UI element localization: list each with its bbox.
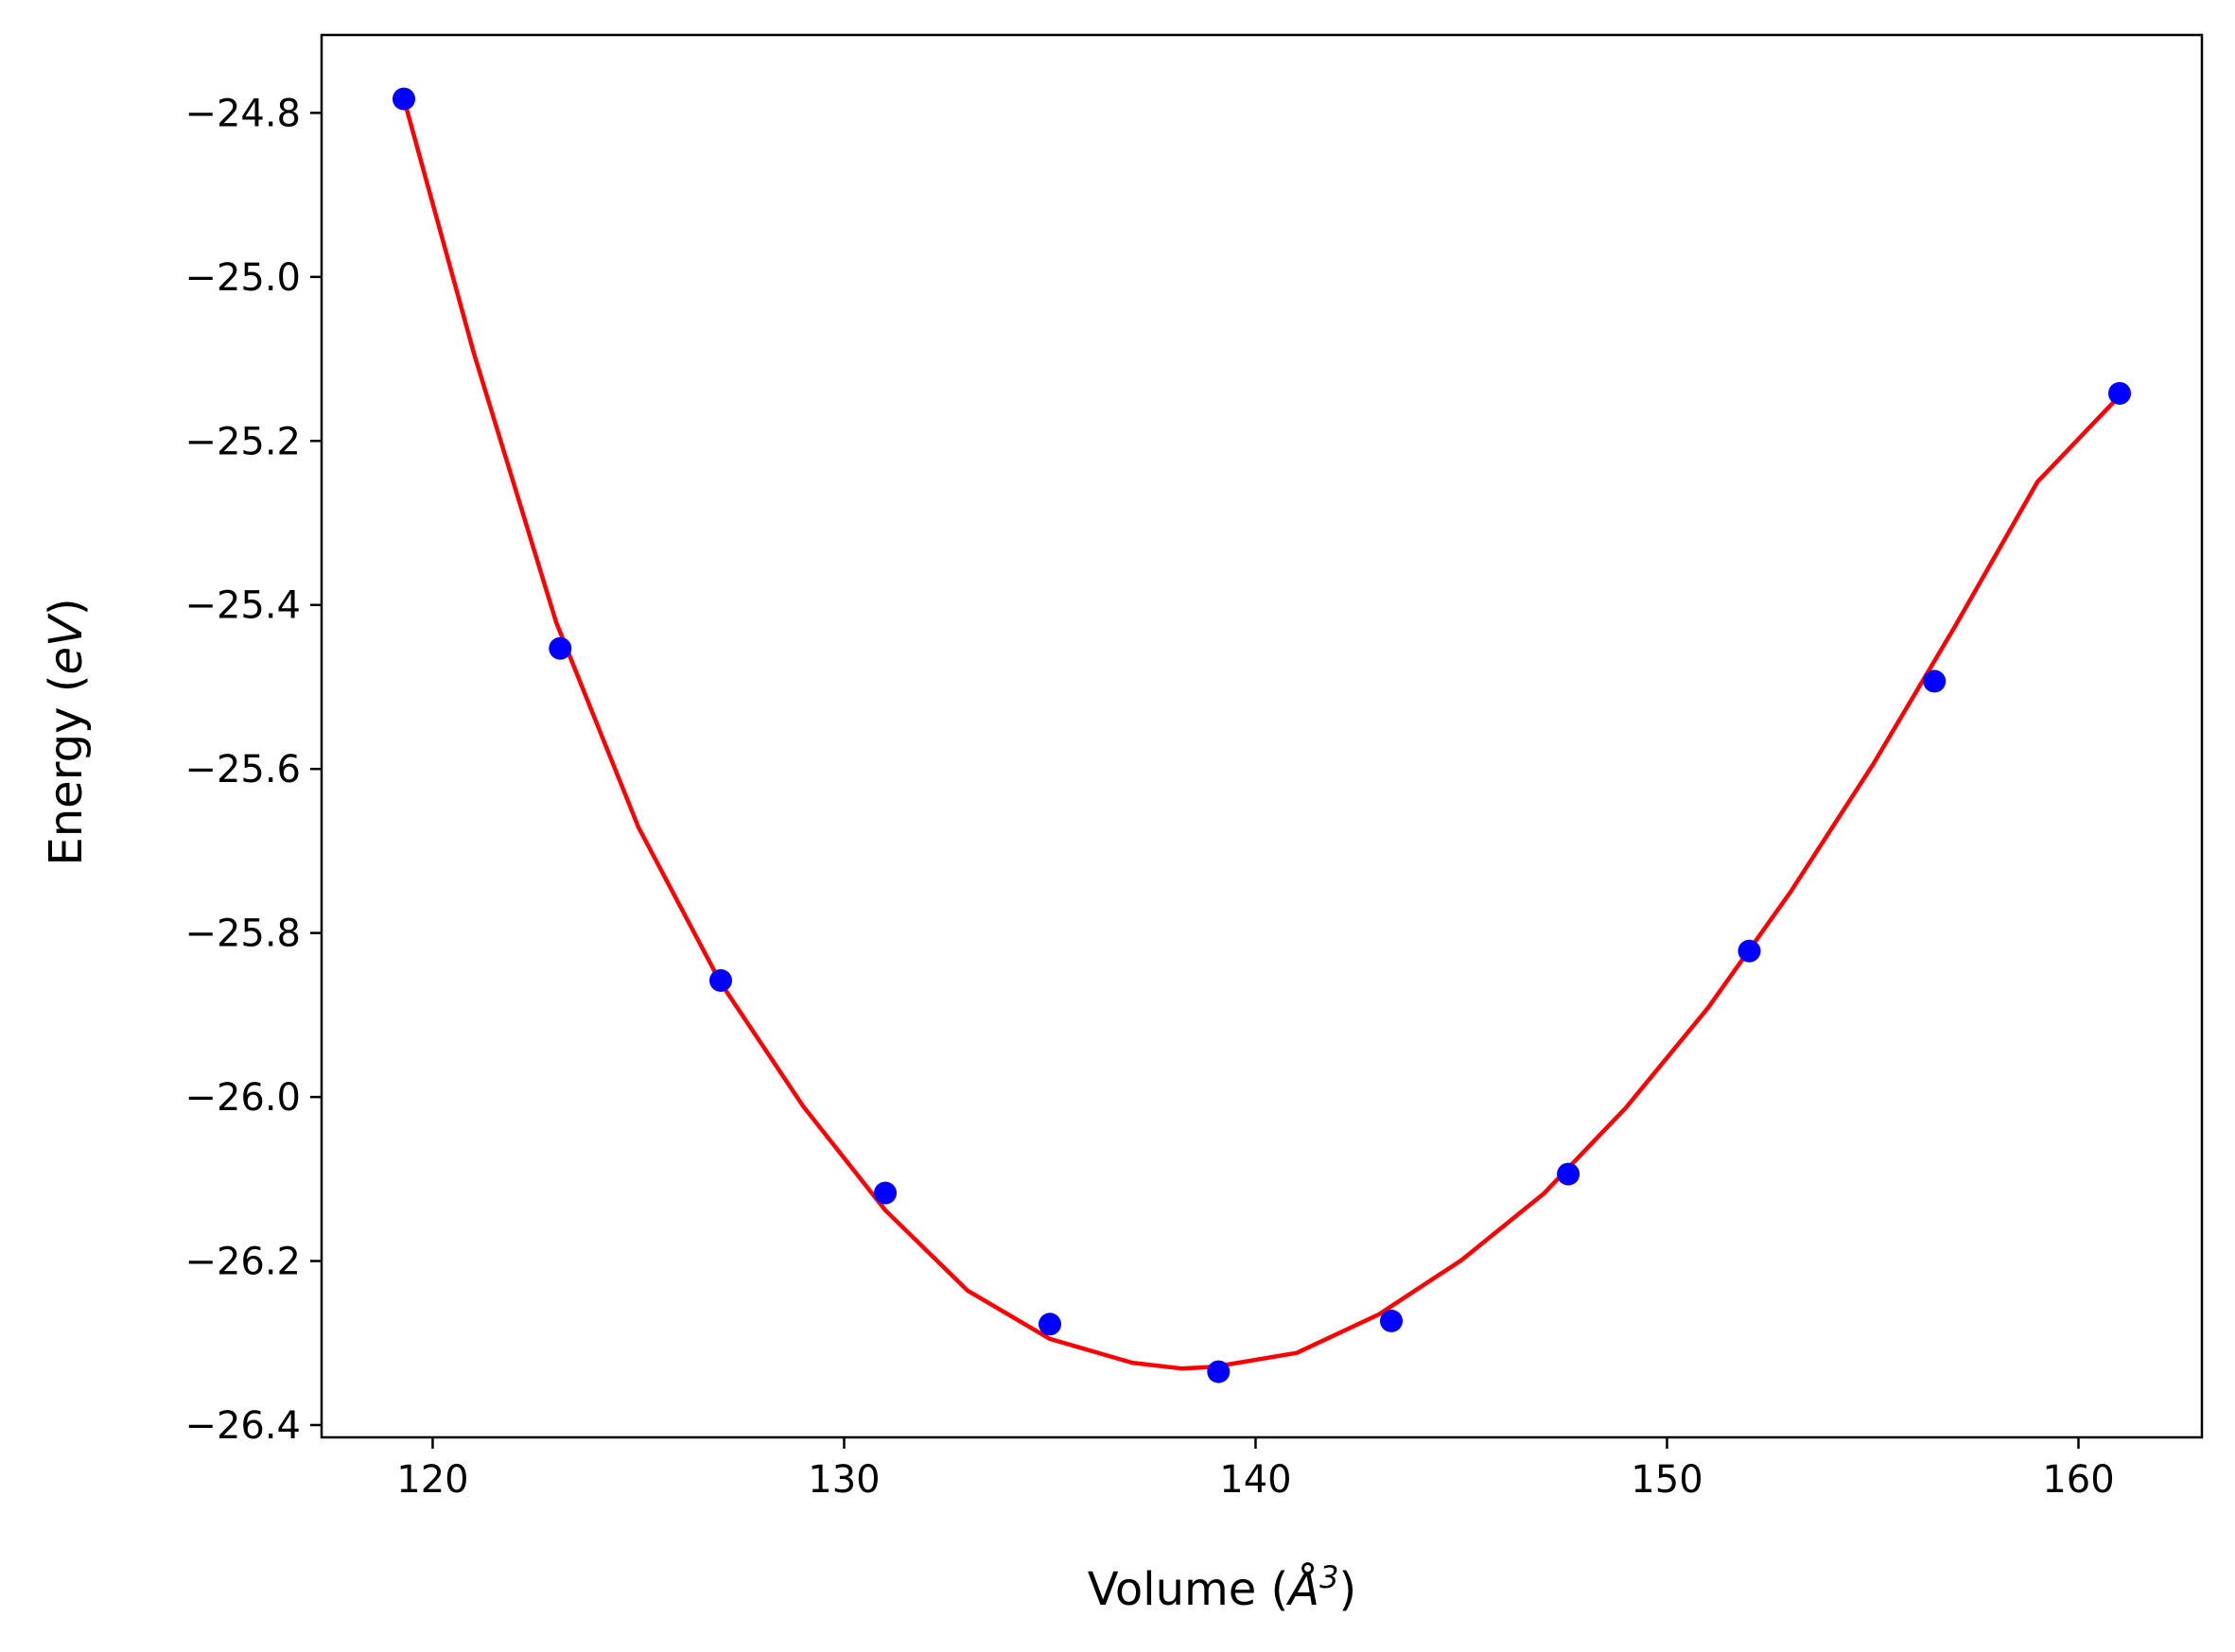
y-tick-label: −26.4	[184, 1404, 301, 1448]
data-point	[393, 87, 415, 111]
x-axis-label: Volume (Å3)	[1088, 1559, 1356, 1616]
x-axis-label-symbol: Å	[1285, 1562, 1319, 1616]
axes-frame	[320, 33, 2204, 1439]
data-point	[1039, 1313, 1061, 1336]
data-point	[1557, 1162, 1580, 1186]
data-point	[874, 1181, 897, 1205]
x-tick-label: 160	[2042, 1458, 2114, 1502]
x-tick-label: 150	[1631, 1458, 1702, 1502]
data-point	[549, 636, 572, 660]
x-tick-label: 130	[808, 1458, 880, 1502]
y-tick-label: −25.2	[184, 420, 301, 463]
y-axis-label-prefix: Energy (	[40, 675, 93, 866]
data-point	[2108, 382, 2131, 405]
x-axis-label-suffix: )	[1338, 1563, 1356, 1616]
y-tick-label: −25.4	[184, 584, 301, 628]
plot-area: 120 130 140 150 160 −24.8 −25.0 −25.2 −25.4 −25.6…	[184, 33, 2204, 1502]
y-tick-label: −24.8	[184, 92, 301, 135]
data-point	[1380, 1309, 1403, 1332]
data-point	[1737, 939, 1761, 963]
x-tick-label: 120	[396, 1458, 468, 1502]
y-axis-label-suffix: )	[40, 598, 93, 616]
y-tick-label: −26.0	[184, 1076, 301, 1120]
x-tick-label: 140	[1219, 1458, 1291, 1502]
x-axis-label-exponent: 3	[1319, 1559, 1338, 1595]
x-axis-label-prefix: Volume (	[1088, 1563, 1289, 1616]
y-tick-label: −25.8	[184, 913, 301, 956]
data-point	[709, 968, 732, 992]
data-point	[1923, 669, 1947, 693]
y-axis-label: Energy (eV)	[40, 598, 93, 865]
y-tick-label: −25.0	[184, 256, 301, 300]
y-axis-label-unit: eV	[40, 613, 93, 675]
y-tick-label: −25.6	[184, 748, 301, 791]
y-tick-label: −26.2	[184, 1241, 301, 1284]
data-point	[1207, 1360, 1231, 1383]
